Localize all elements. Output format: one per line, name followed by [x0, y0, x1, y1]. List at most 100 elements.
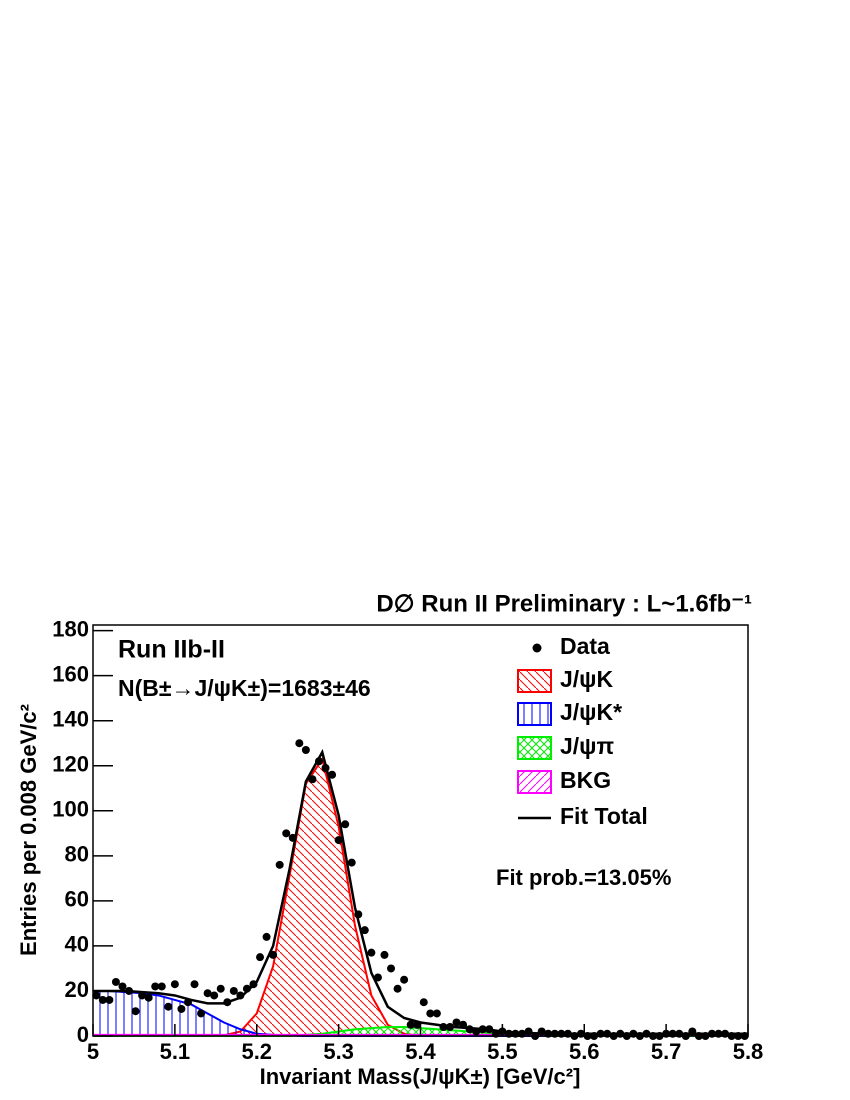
y-tick-label: 60 — [65, 887, 89, 912]
legend-label: J/ψπ — [560, 733, 614, 759]
data-point — [138, 991, 147, 1000]
data-point — [393, 984, 402, 993]
data-point — [125, 986, 134, 995]
x-axis-label: Invariant Mass(J/ψK±) [GeV/c²] — [260, 1064, 581, 1089]
data-point — [688, 1027, 697, 1036]
data-point — [426, 1009, 435, 1018]
data-point — [387, 964, 396, 973]
y-tick-label: 40 — [65, 932, 89, 957]
data-point — [485, 1025, 494, 1034]
data-point — [223, 998, 232, 1007]
data-point — [321, 764, 330, 773]
data-point — [459, 1020, 468, 1029]
x-tick-label: 5.1 — [160, 1039, 191, 1064]
data-point — [118, 982, 127, 991]
data-point — [295, 739, 304, 748]
data-point — [308, 775, 317, 784]
data-point — [406, 1020, 415, 1029]
legend-label: J/ψK* — [560, 699, 622, 725]
data-point — [256, 953, 265, 962]
y-tick-label: 0 — [77, 1022, 89, 1047]
data-point — [157, 982, 166, 991]
y-axis-label: Entries per 0.008 GeV/c² — [16, 704, 41, 956]
chart-title: D∅ Run II Preliminary : L~1.6fb⁻¹ — [376, 590, 752, 617]
data-point — [524, 1027, 533, 1036]
data-point — [210, 991, 219, 1000]
y-tick-label: 140 — [52, 707, 89, 732]
legend-label: Fit Total — [560, 803, 648, 829]
y-tick-label: 20 — [65, 977, 89, 1002]
data-point — [111, 977, 120, 986]
data-point — [249, 980, 258, 989]
data-point — [229, 986, 238, 995]
data-point — [380, 950, 389, 959]
x-tick-label: 5.2 — [241, 1039, 272, 1064]
data-point — [347, 858, 356, 867]
legend-swatch — [517, 770, 552, 794]
data-point — [472, 1027, 481, 1036]
data-point — [177, 1004, 186, 1013]
x-tick-label: 5.6 — [569, 1039, 600, 1064]
data-point — [190, 980, 199, 989]
data-point — [98, 995, 107, 1004]
data-point — [262, 932, 271, 941]
data-point — [367, 948, 376, 957]
data-point — [478, 1025, 487, 1034]
annotation: Fit prob.=13.05% — [496, 865, 671, 890]
legend-swatch — [517, 669, 552, 693]
data-point — [105, 995, 114, 1004]
x-tick-label: 5.8 — [733, 1039, 764, 1064]
legend-swatch — [517, 702, 552, 726]
data-point — [400, 975, 409, 984]
x-tick-label: 5.3 — [323, 1039, 354, 1064]
legend-swatch — [517, 736, 552, 760]
data-point — [282, 829, 291, 838]
data-point — [360, 926, 369, 935]
data-point — [341, 820, 350, 829]
y-tick-label: 160 — [52, 661, 89, 686]
data-point — [216, 984, 225, 993]
annotation: Run IIb-II — [118, 636, 225, 664]
data-point — [131, 1007, 140, 1016]
x-tick-label: 5.5 — [487, 1039, 518, 1064]
data-point — [314, 757, 323, 766]
data-point — [183, 998, 192, 1007]
legend-label: Data — [560, 633, 610, 659]
data-point — [537, 1027, 546, 1036]
legend-label: J/ψK — [560, 666, 614, 692]
data-point — [439, 1022, 448, 1031]
data-point — [452, 1018, 461, 1027]
x-tick-label: 5.4 — [405, 1039, 436, 1064]
annotation: N(B±→J/ψK±)=1683±46 — [118, 675, 371, 701]
data-point — [301, 745, 310, 754]
data-point — [373, 973, 382, 982]
data-point — [465, 1025, 474, 1034]
data-point — [164, 1002, 173, 1011]
data-point — [288, 833, 297, 842]
data-point — [445, 1022, 454, 1031]
data-point — [275, 860, 284, 869]
y-tick-label: 80 — [65, 842, 89, 867]
data-point — [432, 1009, 441, 1018]
y-tick-label: 120 — [52, 752, 89, 777]
x-tick-label: 5.7 — [651, 1039, 682, 1064]
data-point — [144, 993, 153, 1002]
y-tick-label: 100 — [52, 797, 89, 822]
data-point — [170, 980, 179, 989]
data-point — [236, 991, 245, 1000]
data-point — [203, 989, 212, 998]
data-point — [419, 998, 428, 1007]
y-tick-label: 180 — [52, 616, 89, 641]
data-point — [328, 770, 337, 779]
data-point — [413, 1020, 422, 1029]
legend-marker — [532, 643, 542, 653]
data-point — [92, 991, 101, 1000]
x-tick-label: 5 — [87, 1039, 99, 1064]
data-point — [151, 982, 160, 991]
data-point — [334, 836, 343, 845]
data-point — [197, 1009, 206, 1018]
legend-label: BKG — [560, 767, 611, 793]
data-point — [354, 910, 363, 919]
